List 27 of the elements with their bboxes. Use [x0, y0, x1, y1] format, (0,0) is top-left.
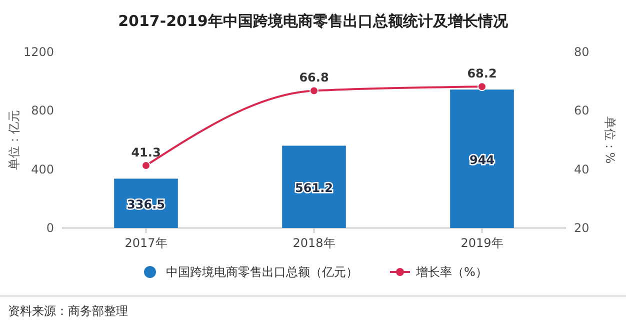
point — [478, 82, 486, 92]
y-axis-title: 单位：亿元 — [7, 110, 21, 170]
y-tick-label: 400 — [31, 162, 54, 176]
data-label: 41.3 — [131, 146, 161, 160]
y2-tick-label: 40 — [574, 162, 590, 176]
legend-label: 增长率（%） — [415, 265, 488, 279]
data-label: 336.5 — [127, 197, 165, 212]
data-label: 68.2 — [467, 66, 497, 81]
x-tick-label: 2017年 — [124, 236, 168, 250]
data-label: 944 — [469, 152, 495, 167]
chart-title: 2017-2019年中国跨境电商零售出口总额统计及增长情况 — [118, 12, 509, 30]
x-tick-label: 2019年 — [460, 236, 504, 250]
y2-tick-label: 20 — [574, 221, 590, 235]
y-tick-label: 0 — [46, 221, 54, 235]
y-tick-label: 800 — [31, 104, 54, 118]
y2-tick-label: 80 — [574, 45, 590, 59]
y-tick-label: 1200 — [23, 45, 54, 59]
y2-tick-label: 60 — [574, 104, 590, 118]
bar — [450, 90, 514, 228]
legend-label: 中国跨境电商零售出口总额（亿元） — [166, 265, 358, 279]
x-tick-label: 2018年 — [292, 236, 336, 250]
data-label: 561.2 — [295, 180, 333, 195]
data-label: 66.8 — [299, 70, 329, 85]
bar — [282, 146, 346, 228]
text: 资料来源：商务部整理 — [8, 304, 128, 318]
y2-axis-title: 单位：% — [603, 116, 617, 164]
point — [310, 86, 318, 96]
